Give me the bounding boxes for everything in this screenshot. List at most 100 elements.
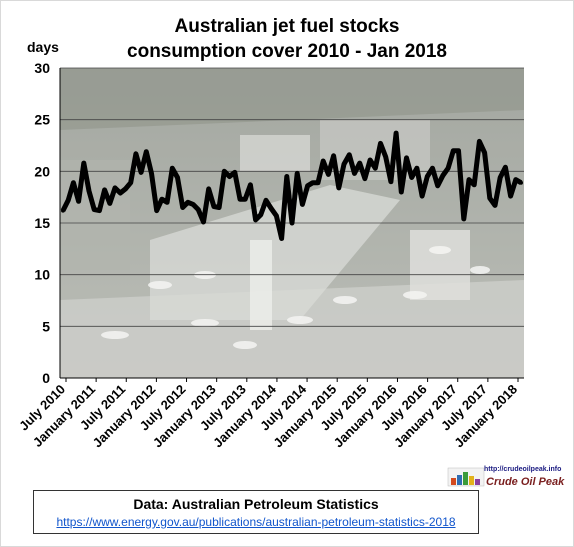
data-point — [269, 206, 274, 211]
data-point — [456, 148, 461, 153]
data-point — [238, 197, 242, 202]
data-point — [300, 202, 305, 207]
source-link[interactable]: https://www.energy.gov.au/publications/a… — [56, 515, 456, 529]
data-point — [113, 185, 117, 190]
data-point — [362, 176, 367, 181]
data-point — [519, 180, 523, 185]
data-point — [310, 180, 315, 185]
data-point — [420, 194, 425, 199]
data-point — [76, 199, 81, 204]
y-tick-label: 15 — [34, 215, 50, 231]
data-point — [368, 158, 373, 162]
data-point — [513, 177, 518, 182]
crude-oil-peak-logo — [446, 464, 568, 490]
data-point — [394, 131, 399, 136]
source-box: Data: Australian Petroleum Statistics ht… — [33, 490, 479, 534]
data-point — [87, 189, 91, 193]
data-point — [487, 196, 492, 201]
data-point — [149, 171, 154, 176]
data-point — [170, 166, 175, 171]
data-point — [253, 217, 258, 222]
data-point — [159, 197, 164, 202]
data-point — [128, 180, 133, 185]
data-point — [61, 208, 65, 213]
logo-name: Crude Oil Peak — [486, 476, 565, 488]
data-point — [326, 172, 331, 177]
data-point — [414, 166, 419, 171]
data-point — [336, 185, 341, 190]
data-point — [342, 162, 346, 167]
data-point — [217, 205, 222, 210]
data-point — [274, 213, 279, 218]
data-point — [97, 208, 102, 213]
chart-title-line1: Australian jet fuel stocks — [175, 16, 400, 37]
data-point — [118, 191, 123, 195]
data-point — [102, 187, 107, 192]
y-tick-label: 30 — [34, 60, 50, 76]
data-point — [425, 174, 430, 179]
data-point — [92, 207, 97, 212]
data-point — [201, 220, 206, 224]
data-point — [467, 177, 471, 182]
data-point — [357, 161, 362, 166]
source-title: Data: Australian Petroleum Statistics — [133, 496, 379, 512]
data-point — [321, 159, 326, 163]
data-point — [373, 166, 378, 171]
logo-url: http://crudeoilpeak.info — [484, 466, 562, 473]
data-point — [409, 175, 414, 180]
data-point — [347, 152, 352, 157]
data-point — [227, 174, 232, 179]
data-point — [232, 170, 237, 175]
data-point — [191, 202, 196, 207]
data-point — [206, 186, 211, 191]
data-point — [430, 166, 435, 171]
data-point — [331, 153, 336, 158]
data-point — [180, 205, 185, 210]
y-tick-label: 5 — [42, 318, 50, 334]
y-tick-label: 10 — [34, 267, 50, 283]
y-tick-label: 0 — [42, 370, 50, 386]
data-point — [133, 151, 138, 156]
data-point — [81, 161, 86, 166]
data-point — [279, 236, 284, 241]
data-point — [295, 171, 300, 176]
data-point — [123, 186, 128, 191]
data-point — [503, 165, 508, 170]
data-point — [352, 171, 357, 176]
data-point — [399, 190, 404, 194]
data-point — [185, 200, 190, 205]
data-point — [139, 170, 144, 175]
data-point — [154, 208, 159, 213]
y-ticks: 0 5 10 15 20 25 30 — [34, 60, 50, 386]
y-tick-label: 25 — [34, 112, 50, 128]
data-point — [264, 198, 268, 203]
data-point — [378, 141, 383, 146]
data-point — [508, 194, 513, 199]
data-point — [243, 197, 248, 202]
data-point — [316, 180, 320, 185]
data-point — [446, 166, 451, 171]
data-point — [388, 179, 393, 184]
data-point — [66, 198, 71, 203]
data-point — [435, 183, 440, 188]
data-point — [482, 150, 487, 155]
data-points — [61, 131, 523, 241]
data-point — [498, 175, 503, 180]
data-point — [383, 154, 388, 159]
data-point — [196, 207, 201, 212]
chart-title-line2: consumption cover 2010 - Jan 2018 — [127, 41, 447, 62]
data-point — [493, 203, 497, 208]
data-point — [451, 148, 456, 153]
data-point — [211, 204, 216, 209]
data-point — [404, 155, 409, 160]
y-axis-label: days — [27, 39, 59, 55]
data-point — [248, 182, 253, 187]
data-point — [472, 182, 477, 187]
data-point — [175, 175, 180, 180]
data-point — [222, 169, 227, 174]
data-point — [284, 174, 289, 179]
data-point — [144, 149, 149, 154]
data-point — [440, 173, 445, 178]
